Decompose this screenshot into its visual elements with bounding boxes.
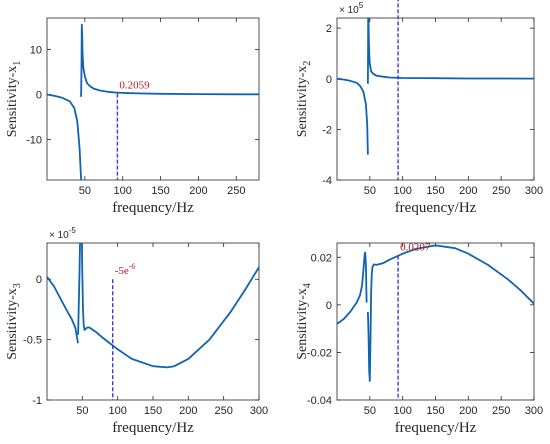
- x-tick-label: 50: [76, 405, 88, 417]
- series-line-2: [367, 244, 534, 382]
- y-tick-label: 0: [326, 74, 332, 86]
- x-tick-label: 150: [151, 185, 169, 197]
- chart-panel-3: 50 100 150 200 250 300 -1 -0.5 0 × 10-5 frequency/…: [5, 226, 268, 436]
- y-tick-label: 0: [36, 274, 42, 286]
- y-axis-label-subscript: 2: [302, 61, 313, 66]
- y-tick-label: 0.02: [311, 252, 332, 264]
- x-tick-label: 250: [492, 185, 510, 197]
- series-line-1: [47, 276, 79, 344]
- y-tick-label: -4: [322, 175, 332, 187]
- marker-annotation-text: -5e: [115, 265, 129, 277]
- x-axis-label: frequency/Hz: [112, 200, 194, 216]
- series-line-2: [367, 18, 534, 84]
- y-axis-label-subscript: 4: [302, 283, 313, 288]
- y-axis-label-text: Sensitivity-x: [295, 66, 310, 138]
- y-tick-label: 10: [30, 45, 42, 57]
- y-tick-label: -0.02: [307, 347, 332, 359]
- x-tick-label: 150: [426, 405, 444, 417]
- y-tick-label: -2: [322, 124, 332, 136]
- x-tick-label: 300: [525, 405, 543, 417]
- marker-annotation-text: 0.2059: [119, 80, 150, 92]
- y-tick-label: -10: [26, 135, 42, 147]
- y-axis-label-text: Sensitivity-x: [5, 288, 20, 360]
- x-tick-label: 300: [250, 405, 268, 417]
- x-tick-label: 250: [214, 405, 232, 417]
- x-axis-label: frequency/Hz: [112, 420, 194, 436]
- axis-exponent-power: 5: [359, 1, 364, 10]
- chart-panel-4: 50 100 150 200 250 300 -0.04 -0.02 0 0.02 frequenc…: [295, 242, 543, 436]
- x-tick-label: 250: [492, 405, 510, 417]
- x-tick-label: 150: [426, 185, 444, 197]
- series-line-1: [337, 77, 369, 155]
- x-tick-label: 300: [525, 185, 543, 197]
- y-axis-label-text: Sensitivity-x: [295, 288, 310, 360]
- series-line-1: [47, 93, 82, 180]
- series-line-2: [80, 23, 259, 97]
- chart-panel-2: 50 100 150 200 250 300 -4 -2 0 2 × 105 frequency/Hz…: [295, 0, 543, 216]
- series-line-1: [337, 251, 368, 325]
- chart-panel-1: 50 100 150 200 250 -10 0 10 frequency/Hz Sensitiv…: [5, 17, 260, 216]
- marker-annotation-text: 0.0207: [400, 242, 431, 254]
- x-tick-label: 250: [227, 185, 245, 197]
- marker-annotation: 0.2059: [119, 80, 150, 92]
- x-tick-label: 100: [393, 185, 411, 197]
- x-tick-label: 200: [189, 185, 207, 197]
- axis-exponent-power: -5: [69, 226, 77, 235]
- x-tick-label: 50: [364, 405, 376, 417]
- x-tick-label: 200: [459, 185, 477, 197]
- plot-area-frame: [336, 17, 535, 181]
- y-axis-label-subscript: 3: [12, 283, 23, 288]
- y-axis-label: Sensitivity-x1: [5, 61, 23, 138]
- series-line-2: [77, 243, 259, 369]
- y-tick-label: -0.04: [307, 395, 332, 407]
- x-tick-label: 100: [108, 405, 126, 417]
- y-tick-label: 2: [326, 23, 332, 35]
- x-tick-label: 50: [364, 185, 376, 197]
- plot-area-frame: [46, 17, 260, 181]
- x-tick-label: 200: [179, 405, 197, 417]
- x-tick-label: 100: [114, 185, 132, 197]
- x-tick-label: 50: [79, 185, 91, 197]
- y-axis-label-subscript: 1: [12, 61, 23, 66]
- axis-exponent: × 10-5: [49, 226, 76, 241]
- marker-annotation: 0.0207: [400, 242, 431, 254]
- x-tick-label: 150: [144, 405, 162, 417]
- y-axis-label: Sensitivity-x2: [295, 61, 313, 138]
- x-tick-label: 100: [393, 405, 411, 417]
- y-axis-label: Sensitivity-x4: [295, 283, 313, 360]
- y-tick-label: 0: [36, 90, 42, 102]
- x-axis-label: frequency/Hz: [395, 420, 477, 436]
- axis-exponent-base: × 10: [339, 5, 359, 16]
- marker-annotation: -5e-6: [115, 262, 136, 277]
- marker-annotation-superscript: -6: [129, 262, 136, 271]
- x-tick-label: 200: [459, 405, 477, 417]
- y-tick-label: -1: [32, 395, 42, 407]
- x-axis-label: frequency/Hz: [395, 200, 477, 216]
- axis-exponent: × 105: [339, 1, 364, 16]
- y-axis-label: Sensitivity-x3: [5, 283, 23, 360]
- y-tick-label: 0: [326, 300, 332, 312]
- y-axis-label-text: Sensitivity-x: [5, 66, 20, 138]
- y-tick-label: -0.5: [23, 335, 42, 347]
- axis-exponent-base: × 10: [49, 230, 69, 241]
